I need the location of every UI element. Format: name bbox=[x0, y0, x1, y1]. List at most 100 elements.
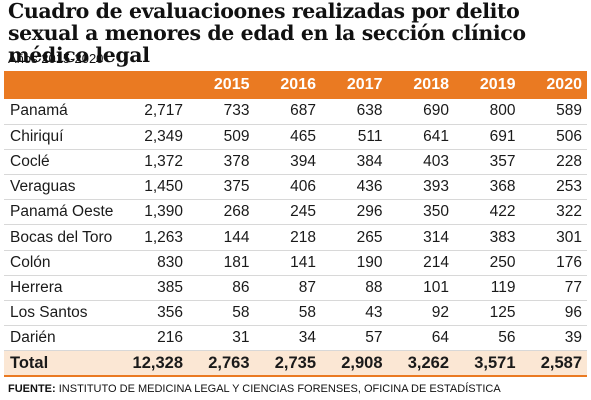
table-cell: 641 bbox=[387, 124, 454, 150]
province-name: Coclé bbox=[4, 149, 126, 176]
header-cell-2018: 2018 bbox=[413, 76, 449, 93]
table-cell: 31 bbox=[188, 325, 255, 352]
header-cell-2016: 2016 bbox=[280, 76, 316, 93]
table-cell: 43 bbox=[321, 300, 388, 327]
header-cell bbox=[126, 71, 188, 99]
table-cell: 265 bbox=[321, 224, 388, 251]
table-row: Coclé 1,372 378 394 384 403 357 228 bbox=[4, 149, 587, 176]
table-cell: 1,263 bbox=[126, 224, 188, 251]
table-cell: 350 bbox=[387, 199, 454, 226]
source-text: INSTITUTO DE MEDICINA LEGAL Y CIENCIAS F… bbox=[55, 383, 501, 395]
table-cell: 58 bbox=[188, 300, 255, 327]
table-cell: 406 bbox=[254, 174, 321, 201]
table-row: Chiriquí 2,349 509 465 511 641 691 506 bbox=[4, 124, 587, 150]
table-cell: 368 bbox=[454, 174, 521, 201]
table-cell: 250 bbox=[454, 250, 521, 276]
total-cell: 12,328 bbox=[126, 350, 188, 377]
table-cell: 322 bbox=[520, 199, 587, 226]
table-cell: 403 bbox=[387, 149, 454, 176]
total-cell: 3,571 bbox=[454, 350, 521, 377]
table-row: Darién 216 31 34 57 64 56 39 bbox=[4, 325, 587, 352]
table-cell: 314 bbox=[387, 224, 454, 251]
header-cell-2019: 2019 bbox=[479, 76, 516, 93]
table-cell: 511 bbox=[321, 124, 388, 150]
table-cell: 77 bbox=[520, 275, 587, 302]
table-total-row: Total 12,328 2,763 2,735 2,908 3,262 3,5… bbox=[4, 350, 587, 377]
table-row: Panamá 2,717 733 687 638 690 800 589 bbox=[4, 99, 587, 125]
table-cell: 268 bbox=[188, 199, 255, 226]
table-cell: 436 bbox=[321, 174, 388, 201]
table-cell: 506 bbox=[520, 124, 587, 150]
table-cell: 687 bbox=[254, 99, 321, 125]
table-cell: 394 bbox=[254, 149, 321, 176]
header-cell-2017: 2017 bbox=[346, 76, 383, 93]
data-table: 2015 2016 2017 2018 2019 2020 Panamá 2,71… bbox=[4, 71, 587, 377]
table-cell: 96 bbox=[520, 300, 587, 327]
table-row: Veraguas 1,450 375 406 436 393 368 253 bbox=[4, 174, 587, 201]
table-cell: 800 bbox=[454, 99, 521, 125]
total-cell: 2,763 bbox=[188, 350, 255, 377]
table-cell: 119 bbox=[454, 275, 521, 302]
table-row: Los Santos 356 58 58 43 92 125 96 bbox=[4, 300, 587, 327]
table-cell: 509 bbox=[188, 124, 255, 150]
source-label: FUENTE: bbox=[8, 383, 56, 395]
table-cell: 228 bbox=[520, 149, 587, 176]
total-cell: 2,735 bbox=[254, 350, 321, 377]
table-cell: 245 bbox=[254, 199, 321, 226]
table-row: Herrera 385 86 87 88 101 119 77 bbox=[4, 275, 587, 302]
table-cell: 733 bbox=[188, 99, 255, 125]
table-cell: 57 bbox=[321, 325, 388, 352]
province-name: Panamá bbox=[4, 99, 126, 125]
table-cell: 216 bbox=[126, 325, 188, 352]
table-cell: 253 bbox=[520, 174, 587, 201]
total-cell: 2,908 bbox=[321, 350, 388, 377]
table-cell: 176 bbox=[520, 250, 587, 276]
total-label: Total bbox=[4, 350, 126, 377]
total-cell: 2,587 bbox=[520, 350, 587, 377]
province-name: Darién bbox=[4, 325, 126, 352]
table-cell: 101 bbox=[387, 275, 454, 302]
total-cell: 3,262 bbox=[387, 350, 454, 377]
table-cell: 691 bbox=[454, 124, 521, 150]
page-title: Cuadro de evaluacioones realizadas por d… bbox=[8, 0, 526, 67]
table-cell: 88 bbox=[321, 275, 388, 302]
table-cell: 214 bbox=[387, 250, 454, 276]
table-cell: 92 bbox=[387, 300, 454, 327]
table-cell: 1,450 bbox=[126, 174, 188, 201]
table-cell: 64 bbox=[387, 325, 454, 352]
table-cell: 589 bbox=[520, 99, 587, 125]
table-header-row: 2015 2016 2017 2018 2019 2020 bbox=[4, 71, 587, 99]
table-cell: 144 bbox=[188, 224, 255, 251]
table-cell: 830 bbox=[126, 250, 188, 276]
source-note: FUENTE: INSTITUTO DE MEDICINA LEGAL Y CI… bbox=[8, 383, 501, 395]
table-cell: 58 bbox=[254, 300, 321, 327]
province-name: Herrera bbox=[4, 275, 126, 302]
table-cell: 181 bbox=[188, 250, 255, 276]
table-cell: 56 bbox=[454, 325, 521, 352]
table-cell: 86 bbox=[188, 275, 255, 302]
table-cell: 296 bbox=[321, 199, 388, 226]
table-row: Colón 830 181 141 190 214 250 176 bbox=[4, 250, 587, 276]
table-cell: 357 bbox=[454, 149, 521, 176]
table-row: Bocas del Toro 1,263 144 218 265 314 383 301 bbox=[4, 224, 587, 251]
table-cell: 141 bbox=[254, 250, 321, 276]
table-cell: 385 bbox=[126, 275, 188, 302]
table-cell: 218 bbox=[254, 224, 321, 251]
table-cell: 393 bbox=[387, 174, 454, 201]
table-cell: 465 bbox=[254, 124, 321, 150]
table-cell: 383 bbox=[454, 224, 521, 251]
table-cell: 39 bbox=[520, 325, 587, 352]
table-cell: 2,717 bbox=[126, 99, 188, 125]
table-cell: 87 bbox=[254, 275, 321, 302]
table-row: Panamá Oeste 1,390 268 245 296 350 422 322 bbox=[4, 199, 587, 226]
province-name: Panamá Oeste bbox=[4, 199, 126, 226]
table-cell: 356 bbox=[126, 300, 188, 327]
province-name: Chiriquí bbox=[4, 124, 126, 150]
table-cell: 384 bbox=[321, 149, 388, 176]
province-name: Bocas del Toro bbox=[4, 224, 126, 251]
table-cell: 301 bbox=[520, 224, 587, 251]
header-cell-2015: 2015 bbox=[213, 76, 250, 93]
province-name: Veraguas bbox=[4, 174, 126, 201]
table-cell: 690 bbox=[387, 99, 454, 125]
table-cell: 1,390 bbox=[126, 199, 188, 226]
